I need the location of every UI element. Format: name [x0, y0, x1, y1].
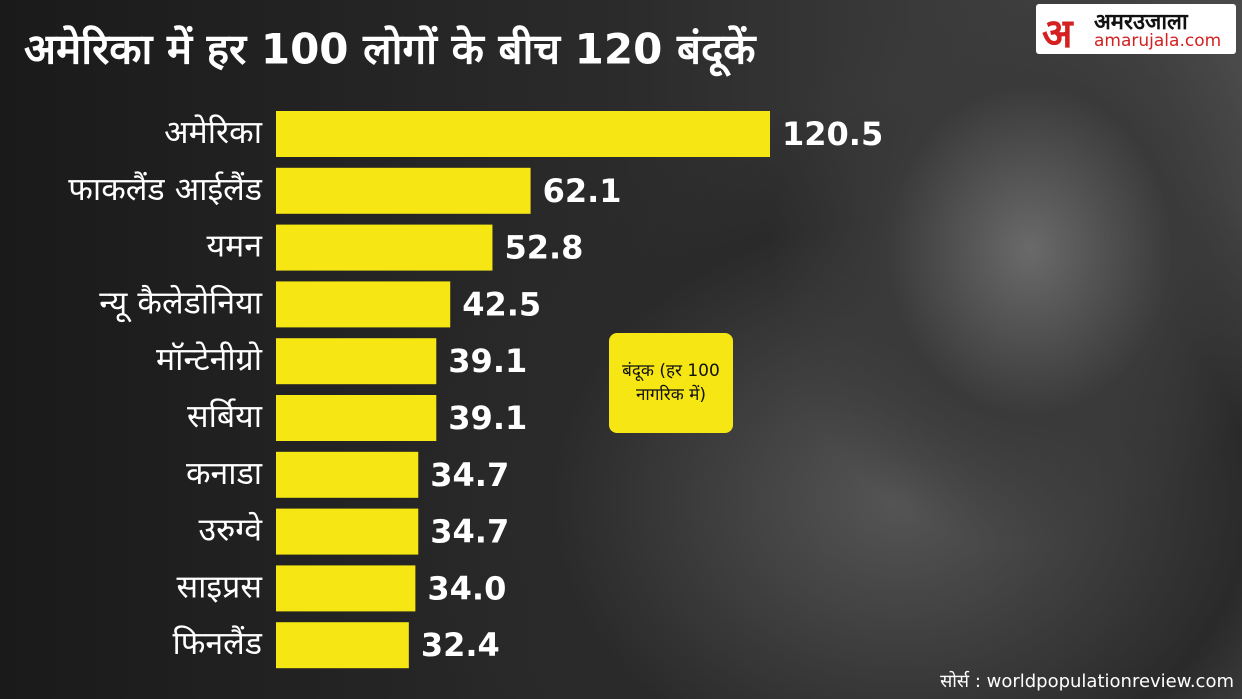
category-label: फिनलैंड [172, 624, 262, 662]
logo-url: amarujala.com [1094, 31, 1222, 51]
value-label: 39.1 [448, 342, 527, 380]
bar [276, 281, 451, 328]
bar [276, 622, 409, 669]
category-label: साइप्रस [177, 567, 264, 605]
chart-title: अमेरिका में हर 100 लोगों के बीच 120 बंदू… [24, 25, 757, 78]
category-label: कनाडा [186, 454, 263, 492]
category-label: सर्बिया [187, 397, 263, 435]
bar [276, 451, 419, 498]
bar [276, 111, 770, 157]
logo-name: अमरउजाला [1094, 10, 1188, 35]
category-label: मॉन्टेनीग्रो [156, 340, 263, 378]
value-label: 34.7 [430, 513, 509, 551]
value-label: 32.4 [421, 626, 500, 664]
legend: बंदूक (हर 100 नागरिक में) [609, 333, 733, 433]
category-label: अमेरिका [164, 113, 263, 151]
bar [276, 224, 493, 271]
value-label: 34.7 [430, 456, 509, 494]
value-label: 120.5 [782, 115, 883, 153]
logo-mark: अ [1042, 11, 1073, 57]
bar [276, 338, 437, 385]
bar [276, 395, 437, 441]
category-label: न्यू कैलेडोनिया [99, 283, 262, 322]
value-label: 52.8 [504, 229, 583, 267]
category-label: यमन [207, 227, 264, 265]
category-label: उरुग्वे [199, 511, 264, 549]
value-label: 42.5 [462, 285, 541, 323]
bar [276, 167, 531, 214]
value-label: 34.0 [427, 569, 506, 607]
logo: अ अमरउजाला amarujala.com [1036, 4, 1236, 57]
source: सोर्स : worldpopulationreview.com [940, 670, 1234, 692]
value-label: 39.1 [448, 399, 527, 437]
value-label: 62.1 [543, 172, 622, 210]
category-label: फाकलैंड आईलैंड [68, 170, 263, 208]
bar [276, 565, 416, 612]
bar [276, 508, 419, 555]
